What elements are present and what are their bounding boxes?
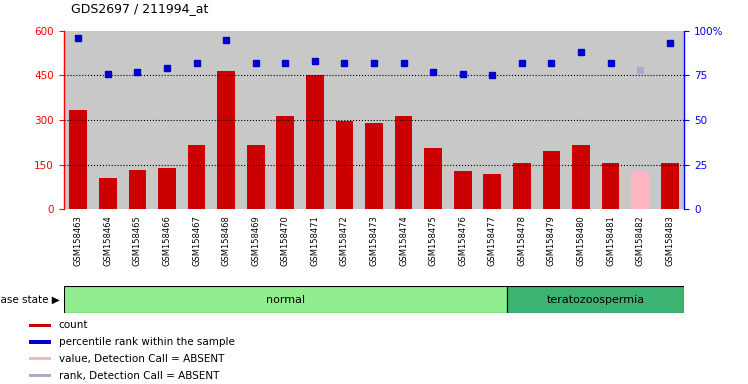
Bar bbox=[336, 121, 353, 209]
Bar bbox=[625, 31, 654, 209]
Text: GSM158477: GSM158477 bbox=[488, 215, 497, 266]
Bar bbox=[359, 31, 389, 209]
Bar bbox=[660, 163, 678, 209]
Bar bbox=[218, 71, 235, 209]
Text: GSM158475: GSM158475 bbox=[429, 215, 438, 266]
Bar bbox=[418, 31, 448, 209]
Text: GSM158470: GSM158470 bbox=[280, 215, 289, 266]
Text: rank, Detection Call = ABSENT: rank, Detection Call = ABSENT bbox=[59, 371, 219, 381]
Bar bbox=[572, 145, 590, 209]
Bar bbox=[158, 168, 176, 209]
Bar bbox=[389, 31, 418, 209]
Text: GSM158464: GSM158464 bbox=[103, 215, 112, 266]
Bar bbox=[247, 145, 265, 209]
Bar bbox=[70, 109, 88, 209]
Bar bbox=[129, 170, 147, 209]
Bar bbox=[631, 172, 649, 209]
Text: percentile rank within the sample: percentile rank within the sample bbox=[59, 337, 235, 347]
Text: GSM158468: GSM158468 bbox=[221, 215, 230, 266]
Text: GSM158479: GSM158479 bbox=[547, 215, 556, 266]
Text: GSM158471: GSM158471 bbox=[310, 215, 319, 266]
Text: GSM158473: GSM158473 bbox=[370, 215, 378, 266]
Text: GSM158474: GSM158474 bbox=[399, 215, 408, 266]
Bar bbox=[300, 31, 330, 209]
Text: teratozoospermia: teratozoospermia bbox=[547, 295, 645, 305]
Text: disease state ▶: disease state ▶ bbox=[0, 295, 60, 305]
Bar bbox=[241, 31, 271, 209]
Text: GSM158469: GSM158469 bbox=[251, 215, 260, 266]
Bar bbox=[29, 323, 52, 327]
Bar bbox=[153, 31, 182, 209]
Text: GSM158466: GSM158466 bbox=[162, 215, 171, 266]
Bar bbox=[271, 31, 300, 209]
Bar bbox=[513, 163, 530, 209]
Text: GSM158476: GSM158476 bbox=[459, 215, 468, 266]
Bar bbox=[94, 31, 123, 209]
Bar bbox=[306, 75, 324, 209]
Text: GSM158478: GSM158478 bbox=[518, 215, 527, 266]
Bar bbox=[365, 123, 383, 209]
Text: GSM158465: GSM158465 bbox=[133, 215, 142, 266]
Bar bbox=[330, 31, 359, 209]
Text: GSM158483: GSM158483 bbox=[665, 215, 674, 266]
Bar bbox=[507, 31, 536, 209]
Bar bbox=[188, 145, 206, 209]
Text: count: count bbox=[59, 320, 88, 330]
Bar bbox=[483, 174, 501, 209]
Bar bbox=[277, 116, 294, 209]
Bar bbox=[566, 31, 595, 209]
Bar bbox=[64, 286, 507, 313]
Text: value, Detection Call = ABSENT: value, Detection Call = ABSENT bbox=[59, 354, 224, 364]
Bar bbox=[477, 31, 507, 209]
Text: GSM158467: GSM158467 bbox=[192, 215, 201, 266]
Bar bbox=[182, 31, 212, 209]
Bar bbox=[395, 116, 412, 209]
Bar bbox=[29, 357, 52, 361]
Text: GDS2697 / 211994_at: GDS2697 / 211994_at bbox=[71, 2, 209, 15]
Bar bbox=[448, 31, 477, 209]
Bar bbox=[99, 178, 117, 209]
Text: GSM158463: GSM158463 bbox=[74, 215, 83, 266]
Text: GSM158482: GSM158482 bbox=[636, 215, 645, 266]
Bar bbox=[595, 31, 625, 209]
Bar bbox=[64, 31, 94, 209]
Bar bbox=[29, 374, 52, 377]
Bar bbox=[542, 151, 560, 209]
Bar bbox=[454, 171, 471, 209]
Text: GSM158481: GSM158481 bbox=[606, 215, 615, 266]
Text: GSM158480: GSM158480 bbox=[577, 215, 586, 266]
Bar bbox=[123, 31, 153, 209]
Text: GSM158472: GSM158472 bbox=[340, 215, 349, 266]
Bar bbox=[507, 286, 684, 313]
Bar bbox=[601, 163, 619, 209]
Bar bbox=[212, 31, 241, 209]
Bar bbox=[536, 31, 566, 209]
Text: normal: normal bbox=[266, 295, 305, 305]
Bar bbox=[424, 148, 442, 209]
Bar bbox=[654, 31, 684, 209]
Bar bbox=[29, 340, 52, 344]
